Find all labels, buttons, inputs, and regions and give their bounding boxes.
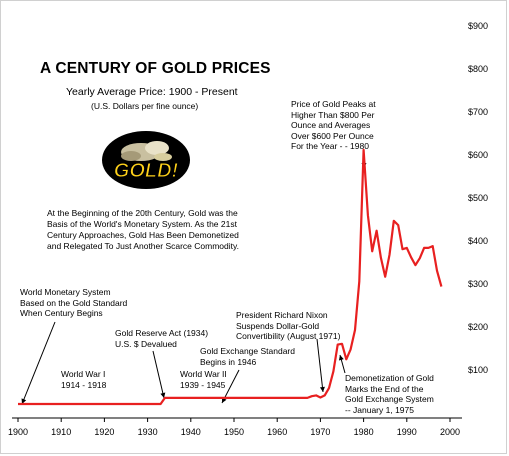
arrow-gold-reserve-act-head [160, 392, 166, 398]
intro-text: At the Beginning of the 20th Century, Go… [47, 208, 239, 251]
y-tick-label-400: $400 [468, 236, 488, 246]
annotation-nixon: President Richard Nixon Suspends Dollar-… [236, 310, 341, 341]
x-tick-label-1950: 1950 [224, 427, 244, 437]
chart-title: A CENTURY OF GOLD PRICES [40, 60, 271, 77]
y-tick-label-300: $300 [468, 279, 488, 289]
arrow-nixon [316, 338, 324, 393]
y-tick-label-900: $900 [468, 21, 488, 31]
x-tick-label-1930: 1930 [138, 427, 158, 437]
annotation-peak-1980: Price of Gold Peaks at Higher Than $800 … [291, 99, 376, 151]
y-tick-label-200: $200 [468, 322, 488, 332]
y-tick-label-600: $600 [468, 150, 488, 160]
gold-nuggets-logo: GOLD! [101, 130, 191, 194]
annotation-demonetization: Demonetization of Gold Marks the End of … [345, 373, 434, 415]
x-tick-label-1920: 1920 [94, 427, 114, 437]
annotation-ww2: World War II 1939 - 1945 [180, 369, 227, 390]
x-tick-label-1980: 1980 [354, 427, 374, 437]
x-tick-label-1900: 1900 [8, 427, 28, 437]
annotation-gold-reserve-act: Gold Reserve Act (1934) U.S. $ Devalued [115, 328, 209, 349]
chart-subtitle: Yearly Average Price: 1900 - Present [66, 86, 238, 98]
annotation-gold-exchange: Gold Exchange Standard Begins in 1946 [200, 346, 295, 367]
arrow-nixon-head [319, 386, 325, 392]
arrow-world-monetary [21, 321, 56, 405]
y-tick-label-700: $700 [468, 107, 488, 117]
units-note: (U.S. Dollars per fine ounce) [91, 101, 199, 111]
arrow-world-monetary-head [21, 398, 27, 404]
x-tick-label-1970: 1970 [310, 427, 330, 437]
gold-price-series-line [18, 148, 443, 406]
arrow-gold-reserve-act [152, 350, 165, 399]
gold-logo-text: GOLD! [113, 160, 179, 183]
annotation-ww1: World War I 1914 - 1918 [61, 369, 107, 390]
y-tick-label-800: $800 [468, 64, 488, 74]
x-tick-label-1940: 1940 [181, 427, 201, 437]
y-tick-label-100: $100 [468, 365, 488, 375]
y-tick-label-500: $500 [468, 193, 488, 203]
annotation-world-monetary: World Monetary System Based on the Gold … [20, 287, 128, 318]
x-tick-label-1990: 1990 [397, 427, 417, 437]
gold-nugget-icon [102, 131, 190, 189]
arrow-demonetization-head [338, 355, 344, 361]
x-tick-label-1910: 1910 [51, 427, 71, 437]
x-tick-label-2000: 2000 [440, 427, 460, 437]
x-tick-label-1960: 1960 [267, 427, 287, 437]
